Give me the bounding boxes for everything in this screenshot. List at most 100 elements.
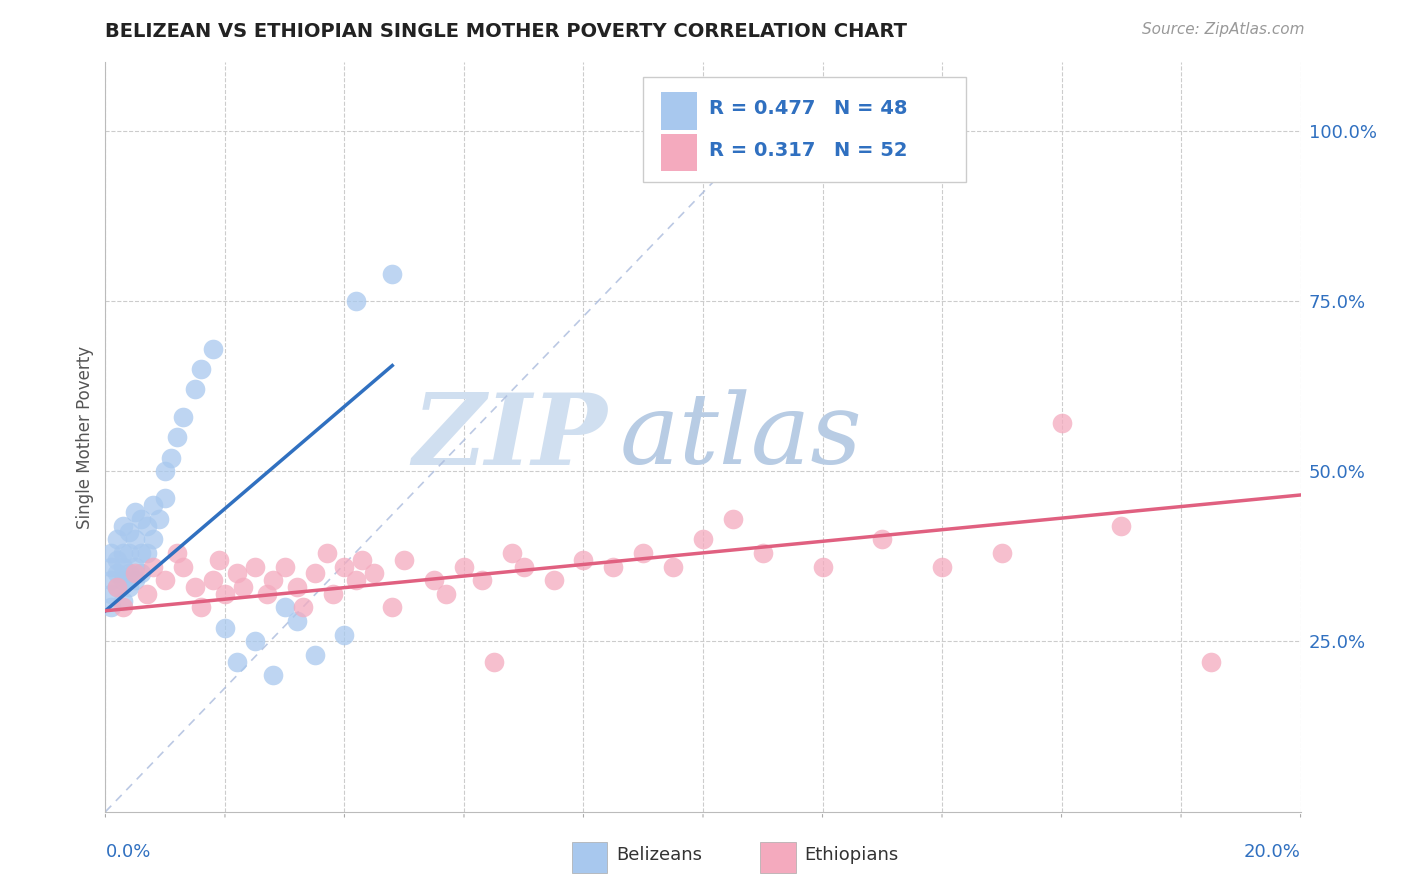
Point xyxy=(136,587,159,601)
Point xyxy=(124,559,146,574)
Point xyxy=(321,587,344,601)
Point xyxy=(107,580,129,594)
Text: BELIZEAN VS ETHIOPIAN SINGLE MOTHER POVERTY CORRELATION CHART: BELIZEAN VS ETHIOPIAN SINGLE MOTHER POVE… xyxy=(105,22,907,41)
Point xyxy=(262,668,284,682)
Point xyxy=(202,573,225,587)
Point xyxy=(112,573,135,587)
Point xyxy=(381,600,404,615)
Point xyxy=(1199,655,1222,669)
Text: ZIP: ZIP xyxy=(412,389,607,485)
Point xyxy=(990,546,1012,560)
Point xyxy=(721,512,744,526)
Point xyxy=(285,614,308,628)
Point xyxy=(148,512,170,526)
Point xyxy=(172,409,194,424)
Point xyxy=(633,546,655,560)
Point xyxy=(112,600,135,615)
Point xyxy=(118,580,141,594)
Point xyxy=(1111,518,1133,533)
Point xyxy=(346,573,368,587)
Text: N = 52: N = 52 xyxy=(835,141,908,160)
Point xyxy=(572,552,595,566)
Point xyxy=(262,573,284,587)
Point xyxy=(471,573,494,587)
Point xyxy=(304,566,326,581)
Point xyxy=(190,600,212,615)
Text: 20.0%: 20.0% xyxy=(1244,843,1301,861)
Point xyxy=(129,566,153,581)
Point xyxy=(501,546,523,560)
FancyBboxPatch shape xyxy=(644,78,966,182)
Point xyxy=(513,559,536,574)
Point xyxy=(129,546,153,560)
Point xyxy=(202,342,225,356)
Point xyxy=(333,559,356,574)
Point xyxy=(112,559,135,574)
Point xyxy=(543,573,565,587)
Point xyxy=(142,498,165,512)
Point xyxy=(155,573,177,587)
Point xyxy=(352,552,374,566)
Point xyxy=(751,546,773,560)
Point xyxy=(166,430,188,444)
Point xyxy=(256,587,278,601)
Point xyxy=(273,559,295,574)
Point xyxy=(291,600,314,615)
Point xyxy=(107,566,129,581)
Point xyxy=(100,559,122,574)
Point xyxy=(931,559,953,574)
Point xyxy=(107,533,129,547)
Point xyxy=(273,600,295,615)
Point xyxy=(243,559,266,574)
Point xyxy=(1050,417,1073,431)
FancyBboxPatch shape xyxy=(761,842,796,873)
FancyBboxPatch shape xyxy=(571,842,607,873)
Point xyxy=(453,559,475,574)
Point xyxy=(166,546,188,560)
Text: 0.0%: 0.0% xyxy=(105,843,150,861)
Point xyxy=(225,655,249,669)
Point xyxy=(118,566,141,581)
Point xyxy=(333,627,356,641)
Point xyxy=(112,518,135,533)
Point xyxy=(124,533,146,547)
Text: R = 0.317: R = 0.317 xyxy=(709,141,815,160)
Point xyxy=(381,267,404,281)
Point xyxy=(124,566,146,581)
Point xyxy=(190,362,212,376)
Text: Belizeans: Belizeans xyxy=(616,847,702,864)
Point xyxy=(100,587,122,601)
Point xyxy=(160,450,183,465)
Point xyxy=(872,533,894,547)
Point xyxy=(142,533,165,547)
Point xyxy=(346,293,368,308)
Text: Source: ZipAtlas.com: Source: ZipAtlas.com xyxy=(1142,22,1305,37)
Point xyxy=(129,512,153,526)
Point xyxy=(394,552,416,566)
Point xyxy=(118,525,141,540)
Point xyxy=(184,580,207,594)
Point xyxy=(692,533,714,547)
Point xyxy=(214,587,236,601)
Point xyxy=(285,580,308,594)
Point xyxy=(304,648,326,662)
Point xyxy=(232,580,254,594)
Point xyxy=(142,559,165,574)
Point xyxy=(118,546,141,560)
Point xyxy=(112,546,135,560)
Point xyxy=(124,505,146,519)
Point xyxy=(243,634,266,648)
Point xyxy=(172,559,194,574)
Point xyxy=(434,587,457,601)
Point xyxy=(482,655,505,669)
Point xyxy=(100,573,122,587)
Point xyxy=(208,552,231,566)
Text: R = 0.477: R = 0.477 xyxy=(709,99,815,119)
Point xyxy=(100,546,122,560)
Text: N = 48: N = 48 xyxy=(835,99,908,119)
Point xyxy=(136,546,159,560)
Point xyxy=(124,573,146,587)
Point xyxy=(155,464,177,478)
Point xyxy=(136,518,159,533)
FancyBboxPatch shape xyxy=(661,134,697,171)
